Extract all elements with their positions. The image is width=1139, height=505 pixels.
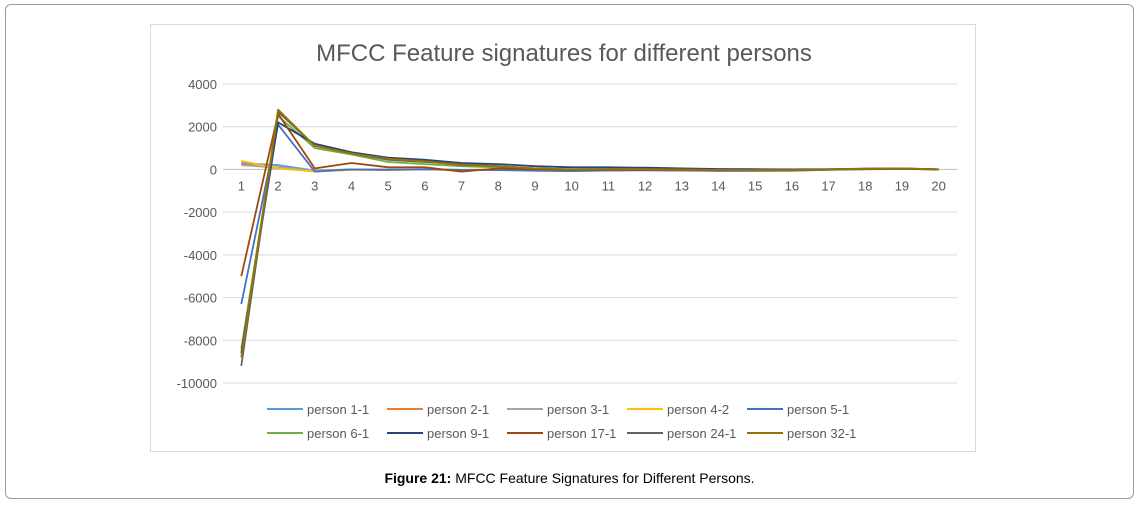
- legend-label: person 2-1: [427, 402, 489, 417]
- x-tick-label: 18: [858, 178, 872, 193]
- y-tick-label: -2000: [184, 205, 217, 220]
- legend-label: person 32-1: [787, 426, 856, 441]
- y-tick-label: -10000: [177, 376, 217, 391]
- x-tick-label: 16: [785, 178, 799, 193]
- series-line-person-32-1: [240, 108, 939, 358]
- y-tick-label: -6000: [184, 291, 217, 306]
- legend-label: person 3-1: [547, 402, 609, 417]
- legend-label: person 1-1: [307, 402, 369, 417]
- x-tick-label: 11: [602, 178, 616, 193]
- x-tick-label: 20: [931, 178, 945, 193]
- legend-label: person 9-1: [427, 426, 489, 441]
- legend-label: person 5-1: [787, 402, 849, 417]
- y-tick-label: 4000: [188, 77, 217, 92]
- x-tick-label: 2: [274, 178, 281, 193]
- caption-text: MFCC Feature Signatures for Different Pe…: [455, 470, 755, 486]
- chart-area: MFCC Feature signatures for different pe…: [150, 24, 976, 452]
- y-tick-label: -8000: [184, 333, 217, 348]
- x-tick-label: 3: [311, 178, 318, 193]
- legend-label: person 17-1: [547, 426, 616, 441]
- x-tick-label: 17: [821, 178, 835, 193]
- legend-label: person 4-2: [667, 402, 729, 417]
- series-line-person-17-1: [240, 113, 939, 277]
- series-line-person-24-1: [240, 110, 939, 367]
- x-tick-label: 19: [895, 178, 909, 193]
- x-tick-label: 10: [564, 178, 578, 193]
- legend-label: person 24-1: [667, 426, 736, 441]
- x-tick-label: 6: [421, 178, 428, 193]
- x-tick-label: 7: [458, 178, 465, 193]
- series-line-person-9-1: [240, 121, 939, 354]
- x-tick-label: 9: [531, 178, 538, 193]
- x-tick-label: 1: [238, 178, 245, 193]
- caption-label: Figure 21:: [384, 470, 452, 486]
- x-tick-label: 8: [495, 178, 502, 193]
- y-tick-label: -4000: [184, 248, 217, 263]
- chart-title: MFCC Feature signatures for different pe…: [316, 40, 812, 67]
- y-tick-label: 0: [210, 162, 217, 177]
- legend-label: person 6-1: [307, 426, 369, 441]
- x-tick-label: 15: [748, 178, 762, 193]
- x-tick-label: 4: [348, 178, 355, 193]
- figure-caption: Figure 21: MFCC Feature Signatures for D…: [0, 470, 1139, 486]
- y-tick-label: 2000: [188, 120, 217, 135]
- x-tick-label: 13: [675, 178, 689, 193]
- x-tick-label: 5: [385, 178, 392, 193]
- x-tick-label: 14: [711, 178, 725, 193]
- line-chart: MFCC Feature signatures for different pe…: [177, 40, 957, 441]
- x-tick-label: 12: [638, 178, 652, 193]
